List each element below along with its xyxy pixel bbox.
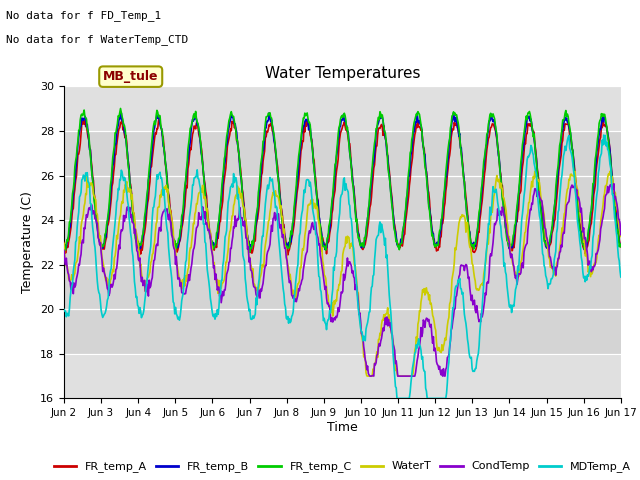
Bar: [64, 131, 621, 354]
Legend: FR_temp_A, FR_temp_B, FR_temp_C, WaterT, CondTemp, MDTemp_A: FR_temp_A, FR_temp_B, FR_temp_C, WaterT,…: [49, 457, 636, 477]
Text: No data for f FD_Temp_1: No data for f FD_Temp_1: [6, 10, 162, 21]
Y-axis label: Temperature (C): Temperature (C): [22, 192, 35, 293]
X-axis label: Time: Time: [327, 421, 358, 434]
Title: Water Temperatures: Water Temperatures: [265, 66, 420, 81]
Text: No data for f WaterTemp_CTD: No data for f WaterTemp_CTD: [6, 34, 189, 45]
Text: MB_tule: MB_tule: [103, 70, 159, 83]
